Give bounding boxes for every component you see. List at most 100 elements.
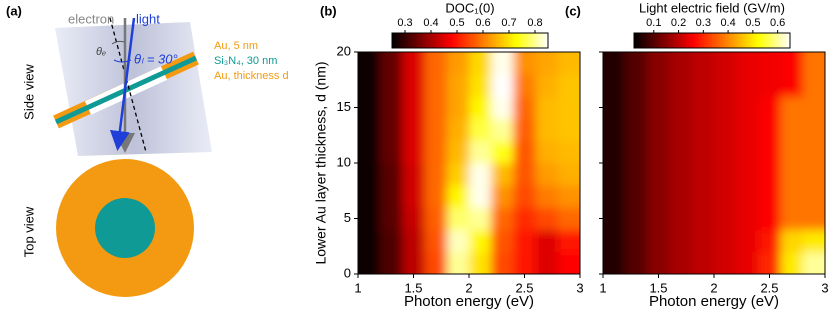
colorbar-step — [693, 33, 697, 48]
colorbar-step — [732, 33, 736, 48]
heatmap-cell — [714, 118, 737, 142]
heatmap-cell — [402, 207, 426, 231]
x-tick-label: 1 — [354, 280, 361, 295]
heatmap-cell — [736, 74, 759, 97]
heatmap-cell — [402, 96, 426, 120]
heatmap-cell — [669, 185, 693, 208]
colorbar-step — [535, 33, 539, 48]
heatmap-cell — [758, 251, 782, 274]
heatmap-cell — [758, 207, 782, 231]
y-tick-label: 10 — [337, 154, 351, 169]
colorbar-step — [454, 33, 458, 48]
colorbar-step — [738, 33, 742, 48]
y-tick-label: 0 — [344, 265, 351, 280]
heatmap-cell — [691, 140, 715, 164]
heatmap-cell — [780, 96, 804, 120]
heatmap-cell — [669, 118, 693, 142]
heatmap-cell — [780, 251, 804, 274]
colorbar-step — [542, 33, 546, 48]
heatmap-cell — [603, 96, 626, 120]
heatmap-cell — [736, 140, 759, 164]
colorbar-step — [706, 33, 710, 48]
heatmap-cell — [557, 163, 580, 186]
colorbar-step — [449, 33, 453, 48]
heatmap-cell — [402, 251, 426, 274]
heatmap-cell — [669, 251, 693, 274]
heatmap-cell — [358, 163, 381, 186]
colorbar-step — [691, 33, 695, 48]
heatmap-cell — [513, 207, 537, 231]
colorbar-step — [683, 33, 687, 48]
colorbar-step — [462, 33, 466, 48]
heatmap-cell — [625, 185, 648, 208]
x-tick-label: 3 — [821, 280, 828, 295]
colorbar-step — [415, 33, 419, 48]
x-tick-label: 2.5 — [760, 280, 778, 295]
colorbar-tick-label: 0.1 — [646, 17, 661, 29]
colorbar-step — [540, 33, 544, 48]
heatmap-cell — [669, 140, 693, 164]
colorbar-step — [753, 33, 757, 48]
heatmap-cell — [469, 52, 492, 75]
heatmap-cell — [491, 74, 514, 97]
heatmap-cell — [424, 118, 448, 142]
heatmap-cell — [446, 74, 470, 97]
colorbar-step — [743, 33, 747, 48]
heatmap-cell — [736, 251, 759, 274]
colorbar-step — [774, 33, 778, 48]
heatmap-cell — [469, 185, 492, 208]
heatmap-cell — [491, 185, 514, 208]
colorbar-step — [407, 33, 411, 48]
heatmap-cell — [491, 140, 514, 164]
view-label: Top view — [21, 206, 36, 257]
colorbar-step — [394, 33, 398, 48]
heatmap-cell — [669, 229, 693, 253]
heatmap-cell — [603, 118, 626, 142]
angle-label: θₗ = 30° — [134, 51, 178, 66]
heatmap-cell — [625, 74, 648, 97]
heatmap-cell — [557, 207, 580, 231]
colorbar-step — [483, 33, 487, 48]
heatmap — [603, 52, 825, 274]
heatmap-cell — [736, 207, 759, 231]
heatmap-cell — [691, 229, 715, 253]
colorbar-step — [496, 33, 500, 48]
colorbar-tick-label: 0.5 — [745, 17, 760, 29]
colorbar-step — [488, 33, 492, 48]
heatmap-cell — [424, 140, 448, 164]
colorbar-step — [506, 33, 510, 48]
colorbar-step — [771, 33, 775, 48]
colorbar-tick-label: 0.3 — [397, 17, 412, 29]
colorbar-step — [709, 33, 713, 48]
colorbar-step — [675, 33, 679, 48]
top-view-sin — [95, 198, 155, 258]
colorbar-step — [670, 33, 674, 48]
heatmap-cell — [380, 74, 403, 97]
heatmap-cell — [736, 163, 759, 186]
heatmap-cell — [802, 140, 825, 164]
colorbar-step — [688, 33, 692, 48]
heatmap-cell — [714, 96, 737, 120]
electron-label: electron — [68, 11, 114, 26]
colorbar — [634, 33, 791, 48]
heatmap-cell — [358, 96, 381, 120]
heatmap-cell — [780, 185, 804, 208]
colorbar-step — [433, 33, 437, 48]
heatmap-cell — [358, 118, 381, 142]
x-tick-label: 2 — [465, 280, 472, 295]
heatmap-cell — [557, 140, 580, 164]
angle-label: θₑ — [96, 46, 106, 58]
colorbar-step — [511, 33, 515, 48]
colorbar-step — [431, 33, 435, 48]
heatmap-cell — [469, 74, 492, 97]
heatmap-cell — [625, 140, 648, 164]
heatmap-cell — [446, 185, 470, 208]
y-tick-label: 5 — [344, 210, 351, 225]
colorbar-step — [545, 33, 549, 48]
colorbar-step — [509, 33, 513, 48]
colorbar-step — [392, 33, 396, 48]
x-axis-label: Photon energy (eV) — [404, 293, 534, 310]
colorbar-step — [701, 33, 705, 48]
heatmap-cell — [469, 163, 492, 186]
